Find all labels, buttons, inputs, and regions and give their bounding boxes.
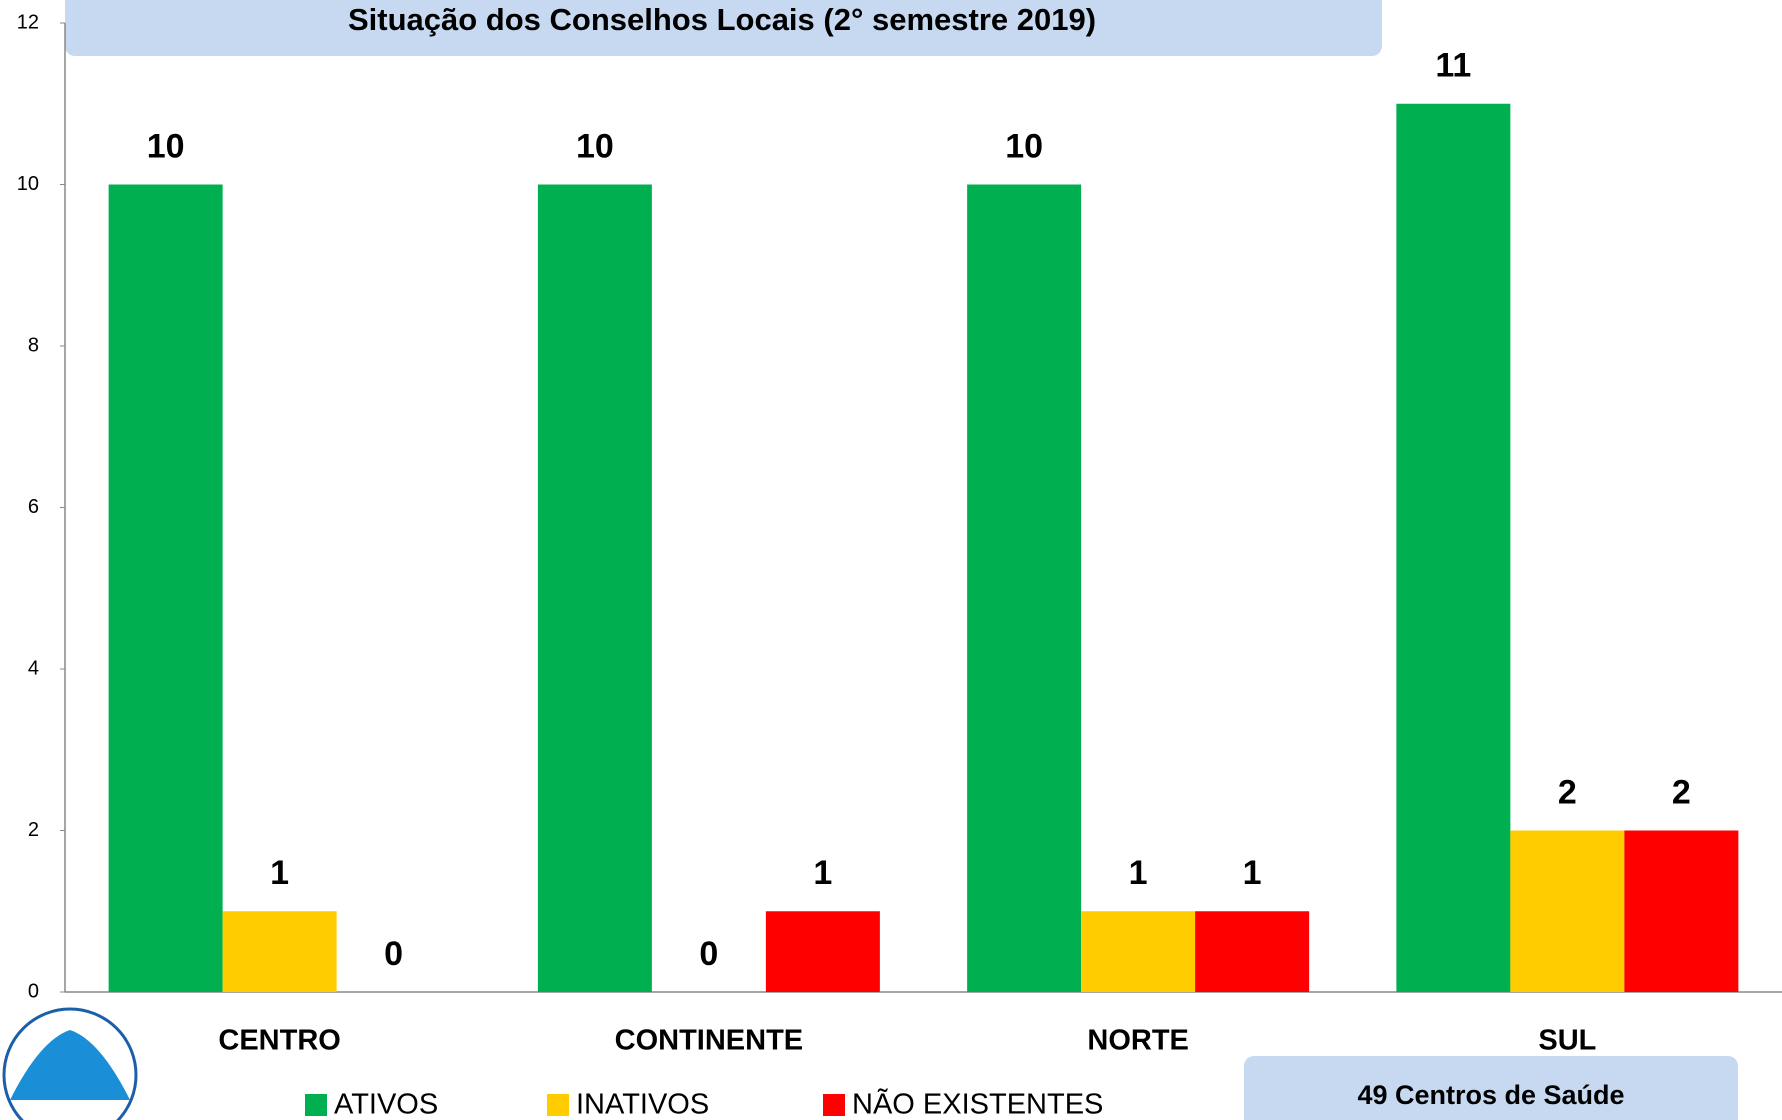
bar <box>1081 911 1196 992</box>
data-label: 2 <box>1672 773 1691 811</box>
bar <box>108 184 223 992</box>
x-tick-label: CONTINENTE <box>615 1025 804 1057</box>
x-tick-label: NORTE <box>1087 1025 1189 1057</box>
y-tick-label: 6 <box>28 496 39 518</box>
data-label: 1 <box>1243 854 1262 892</box>
title-box <box>65 0 1382 56</box>
legend-label: NÃO EXISTENTES <box>852 1087 1103 1120</box>
note-box <box>1244 1056 1738 1120</box>
bar <box>1510 830 1625 992</box>
y-tick-label: 4 <box>28 657 39 679</box>
data-label: 1 <box>270 854 289 892</box>
data-label: 0 <box>699 935 718 973</box>
x-tick-label: SUL <box>1538 1025 1596 1057</box>
data-label: 1 <box>1129 854 1148 892</box>
y-tick-label: 0 <box>28 980 39 1002</box>
y-tick-label: 2 <box>28 819 39 841</box>
y-tick-label: 10 <box>17 173 39 195</box>
data-label: 2 <box>1558 773 1577 811</box>
legend-label: INATIVOS <box>576 1089 709 1120</box>
bar <box>1396 103 1511 992</box>
logo <box>2 1007 138 1120</box>
legend-swatch <box>547 1094 569 1116</box>
annotation: 49 Centros de Saúde <box>1357 1080 1624 1110</box>
data-label: 10 <box>576 127 614 165</box>
bar <box>967 184 1082 992</box>
bar <box>765 911 880 992</box>
legend-swatch <box>305 1094 327 1116</box>
legend-label: ATIVOS <box>334 1089 438 1120</box>
data-label: 10 <box>1005 127 1043 165</box>
chart-title: Situação dos Conselhos Locais (2° semest… <box>348 2 1096 37</box>
legend-swatch <box>823 1094 845 1116</box>
bar <box>1195 911 1310 992</box>
bar <box>222 911 337 992</box>
data-label: 10 <box>147 127 185 165</box>
data-label: 0 <box>384 935 403 973</box>
y-tick-label: 12 <box>17 11 39 33</box>
bar <box>1624 830 1739 992</box>
data-label: 11 <box>1435 47 1471 85</box>
bar <box>537 184 652 992</box>
x-tick-label: CENTRO <box>218 1025 340 1057</box>
data-label: 1 <box>813 854 832 892</box>
y-tick-label: 8 <box>28 334 39 356</box>
logo-ring <box>2 1007 138 1120</box>
logo-shape <box>10 1030 130 1100</box>
